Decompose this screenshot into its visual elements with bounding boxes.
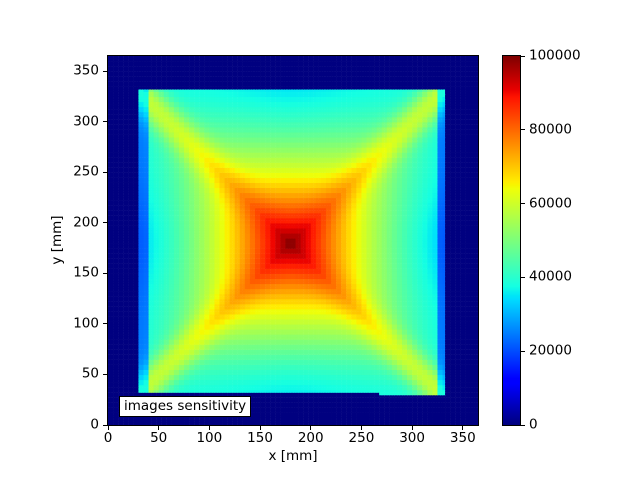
y-tick-label: 0 [90, 416, 99, 433]
y-tick-mark [103, 272, 107, 274]
colorbar-tick-mark [521, 55, 525, 57]
y-tick-mark [103, 424, 107, 426]
x-tick-mark [310, 426, 312, 430]
colorbar-tick-mark [521, 424, 525, 426]
x-tick-label: 200 [297, 430, 324, 446]
x-tick-mark [259, 426, 261, 430]
x-tick-label: 100 [196, 430, 223, 446]
x-tick-label: 350 [449, 430, 476, 446]
x-tick-mark [462, 426, 464, 430]
y-tick-label: 250 [73, 163, 99, 180]
colorbar-canvas [503, 56, 520, 425]
x-axis-label: x [mm] [268, 448, 318, 464]
colorbar-tick-label: 60000 [529, 194, 572, 211]
annotation-box: images sensitivity [119, 396, 252, 417]
y-tick-mark [103, 121, 107, 123]
y-tick-label: 300 [73, 112, 99, 129]
x-tick-mark [158, 426, 160, 430]
colorbar-tick-label: 100000 [529, 47, 581, 64]
colorbar-tick-mark [521, 350, 525, 352]
x-tick-mark [360, 426, 362, 430]
y-tick-mark [103, 70, 107, 72]
colorbar-tick-label: 20000 [529, 342, 572, 359]
y-tick-mark [103, 222, 107, 224]
colorbar-tick-label: 0 [529, 416, 538, 433]
y-tick-mark [103, 171, 107, 173]
y-tick-mark [103, 323, 107, 325]
y-tick-label: 350 [73, 62, 99, 79]
colorbar-tick-mark [521, 276, 525, 278]
colorbar-tick-mark [521, 203, 525, 205]
x-tick-label: 0 [103, 430, 113, 446]
y-tick-mark [103, 373, 107, 375]
y-tick-label: 50 [81, 365, 99, 382]
x-tick-mark [107, 426, 109, 430]
colorbar-tick-label: 40000 [529, 268, 572, 285]
heatmap-canvas [108, 56, 478, 425]
y-tick-label: 100 [73, 315, 99, 332]
x-tick-label: 250 [348, 430, 375, 446]
colorbar-tick-mark [521, 129, 525, 131]
colorbar-tick-label: 80000 [529, 121, 572, 138]
x-tick-label: 50 [150, 430, 168, 446]
y-tick-label: 200 [73, 214, 99, 231]
y-axis-label: y [mm] [49, 215, 65, 265]
x-tick-mark [208, 426, 210, 430]
x-tick-label: 300 [399, 430, 425, 446]
x-tick-label: 150 [247, 430, 273, 446]
x-tick-mark [411, 426, 413, 430]
y-tick-label: 150 [73, 264, 99, 281]
